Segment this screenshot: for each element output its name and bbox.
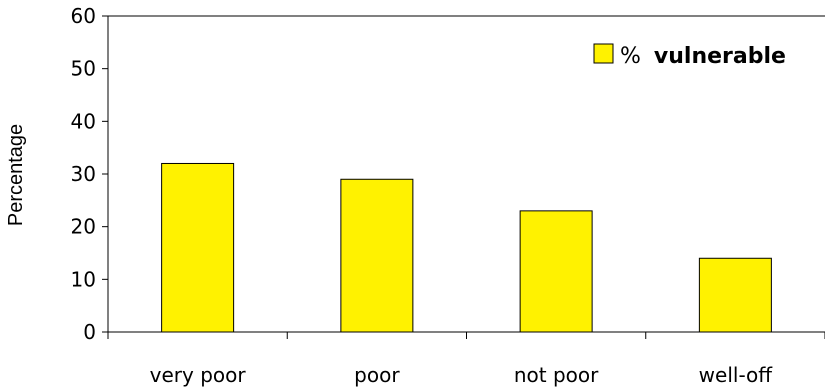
legend-prefix: % xyxy=(620,44,641,69)
x-tick-label: not poor xyxy=(514,363,599,387)
y-axis-title: Percentage xyxy=(5,124,27,226)
x-axis-ticks xyxy=(107,332,825,339)
legend-series-name: vulnerable xyxy=(654,44,786,69)
legend: % vulnerable xyxy=(593,43,786,69)
y-tick-label: 0 xyxy=(83,320,96,344)
y-tick-label: 10 xyxy=(71,267,96,291)
category-labels: very poor poor not poor well-off xyxy=(150,363,774,387)
y-tick-label: 50 xyxy=(71,57,96,81)
x-tick-label: very poor xyxy=(150,363,247,387)
x-tick-label: well-off xyxy=(699,363,774,387)
bars xyxy=(161,162,772,333)
bar-poor xyxy=(340,178,414,333)
bar-well-off xyxy=(698,257,772,333)
x-tick-label: poor xyxy=(354,363,400,387)
legend-swatch xyxy=(593,43,614,64)
y-axis-ticks: 0 10 20 30 40 50 60 xyxy=(71,4,108,344)
legend-label: % vulnerable xyxy=(620,44,786,69)
bar-very-poor xyxy=(161,162,235,333)
y-tick-label: 30 xyxy=(71,162,96,186)
y-tick-label: 40 xyxy=(71,109,96,133)
y-tick-label: 20 xyxy=(71,215,96,239)
bar-not-poor xyxy=(519,210,593,333)
y-tick-label: 60 xyxy=(71,4,96,28)
